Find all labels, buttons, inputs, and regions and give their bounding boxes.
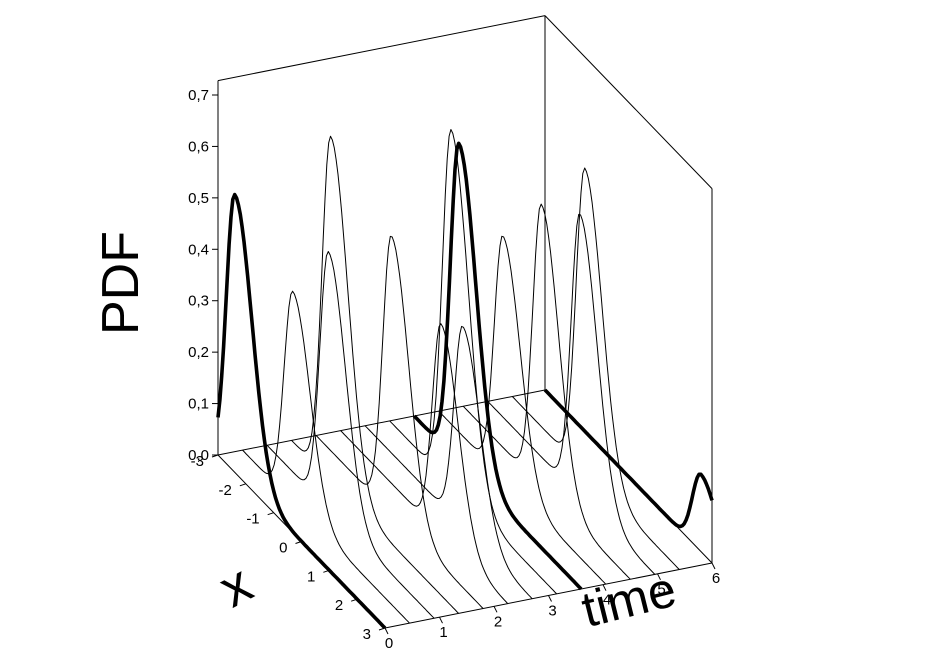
- pdf-curve: [340, 323, 508, 604]
- time-tick-mark: [657, 573, 661, 581]
- time-axis-ticks: 0 1 2 3 4 5 6: [384, 562, 720, 652]
- x-tick-mark: [323, 569, 330, 573]
- pdf-curve: [266, 251, 435, 619]
- time-tick-label: 1: [439, 624, 447, 641]
- pdf-tick-label: 0,1: [188, 396, 209, 413]
- time-tick-label: 3: [548, 603, 556, 620]
- pdf-axis-label: PDF: [92, 231, 150, 335]
- time-tick-label: 6: [712, 570, 720, 587]
- x-tick-label: -3: [191, 453, 204, 470]
- floor-back-edge: [217, 389, 546, 456]
- pdf-curve: [438, 235, 607, 585]
- pdf-curve-bold: [216, 192, 387, 630]
- pdf-curve: [462, 203, 631, 580]
- x-tick-label: 0: [279, 540, 287, 557]
- x-axis-label: x: [210, 553, 262, 619]
- x-tick-mark: [239, 483, 246, 487]
- time-tick-mark: [439, 616, 443, 624]
- time-tick-label: 5: [657, 581, 665, 598]
- pdf-curve-bold: [543, 388, 714, 529]
- time-tick-label: 0: [385, 635, 393, 652]
- x-tick-mark: [267, 512, 274, 516]
- axes-box: [217, 15, 713, 629]
- pdf-curves: [216, 129, 714, 630]
- x-tick-label: 2: [335, 597, 343, 614]
- time-tick-mark: [384, 627, 389, 635]
- pdf-curve: [291, 135, 459, 614]
- pdf-tick-label: 0,3: [188, 293, 209, 310]
- pdf-curve: [315, 235, 484, 609]
- pdf-curve: [242, 290, 410, 624]
- top-back-edge: [217, 15, 546, 82]
- pdf-curve: [511, 167, 680, 570]
- pdf-tick-label: 0,0: [188, 447, 209, 464]
- time-tick-mark: [548, 595, 552, 602]
- time-axis-label: time: [576, 561, 681, 638]
- time-tick-mark: [602, 584, 607, 591]
- time-tick-mark: [711, 562, 716, 570]
- pdf-curve: [487, 213, 656, 575]
- x-tick-label: -2: [218, 482, 231, 499]
- x-axis-ticks: -3 -2 -1 0 1 2 3: [191, 453, 386, 643]
- pdf-tick-label: 0,4: [188, 241, 209, 258]
- pdf-tick-label: 0,2: [188, 344, 209, 361]
- top-right-edge: [544, 15, 713, 189]
- x-tick-label: 3: [363, 626, 371, 643]
- time-tick-label: 2: [494, 613, 502, 630]
- pdf-tick-label: 0,5: [188, 190, 209, 207]
- x-tick-label: 1: [307, 568, 315, 585]
- pdf-curve: [389, 129, 558, 595]
- x-tick-mark: [378, 627, 386, 631]
- pdf-axis-ticks: 0,0 0,1 0,2 0,3 0,4 0,5 0,6 0,7: [188, 87, 218, 464]
- x-tick-label: -1: [246, 511, 259, 528]
- x-tick-mark: [211, 454, 219, 458]
- pdf-tick-label: 0,7: [188, 87, 209, 104]
- x-tick-mark: [351, 598, 358, 602]
- time-tick-mark: [493, 606, 498, 613]
- pdf-tick-label: 0,6: [188, 138, 209, 155]
- x-tick-mark: [295, 541, 302, 544]
- pdf-curve-bold: [412, 141, 583, 591]
- pdf-curve: [364, 325, 533, 600]
- time-tick-label: 4: [603, 592, 611, 609]
